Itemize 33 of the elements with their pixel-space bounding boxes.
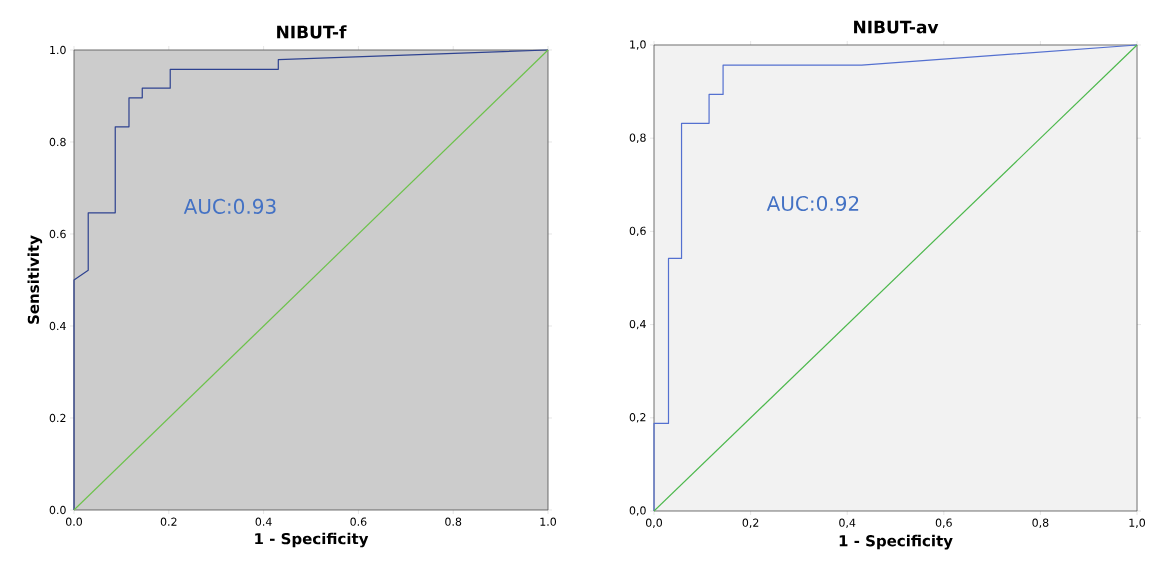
annotation: AUC:0.93	[183, 198, 276, 214]
y-axis-title: Sensitivity	[27, 235, 43, 324]
y-tick-label: 1.0	[50, 45, 66, 55]
annotation: AUC:0.92	[766, 195, 859, 211]
y-tick-label: 0.0	[49, 505, 66, 515]
chart-title: NIBUT-f	[277, 25, 347, 39]
y-tick-label: 0.6	[49, 229, 66, 239]
y-tick-label: 0,4	[629, 319, 646, 330]
x-tick-label: 0,8	[1032, 518, 1049, 528]
x-axis-title: 1 - Specificity	[839, 534, 953, 550]
y-tick-label: 0.8	[49, 137, 66, 147]
x-tick-label: 0.0	[65, 517, 83, 526]
x-tick-label: 0.2	[160, 517, 177, 526]
x-tick-label: 1,0	[1129, 518, 1146, 528]
x-tick-label: 0,6	[935, 518, 952, 528]
y-tick-label: 0,8	[629, 133, 646, 143]
line-series	[73, 49, 549, 511]
y-tick-label: 0.4	[49, 321, 66, 331]
x-tick-label: 0.8	[445, 517, 462, 526]
x-tick-label: 0.6	[350, 517, 367, 526]
x-tick-label: 1.0	[540, 517, 557, 526]
y-tick-label: 0,0	[629, 506, 646, 516]
line-series	[653, 44, 1138, 512]
chart-title: NIBUT-av	[854, 20, 939, 34]
x-tick-label: 0.4	[255, 517, 272, 526]
y-tick-label: 1,0	[630, 40, 646, 50]
x-tick-label: 0,2	[742, 518, 759, 528]
y-tick-label: 0,2	[629, 413, 646, 423]
y-tick-label: 0,6	[629, 226, 646, 237]
x-tick-label: 0,0	[645, 518, 663, 528]
x-axis-title: 1 - Specificity	[255, 532, 369, 548]
y-tick-label: 0.2	[49, 413, 66, 423]
x-tick-label: 0,4	[839, 518, 856, 528]
